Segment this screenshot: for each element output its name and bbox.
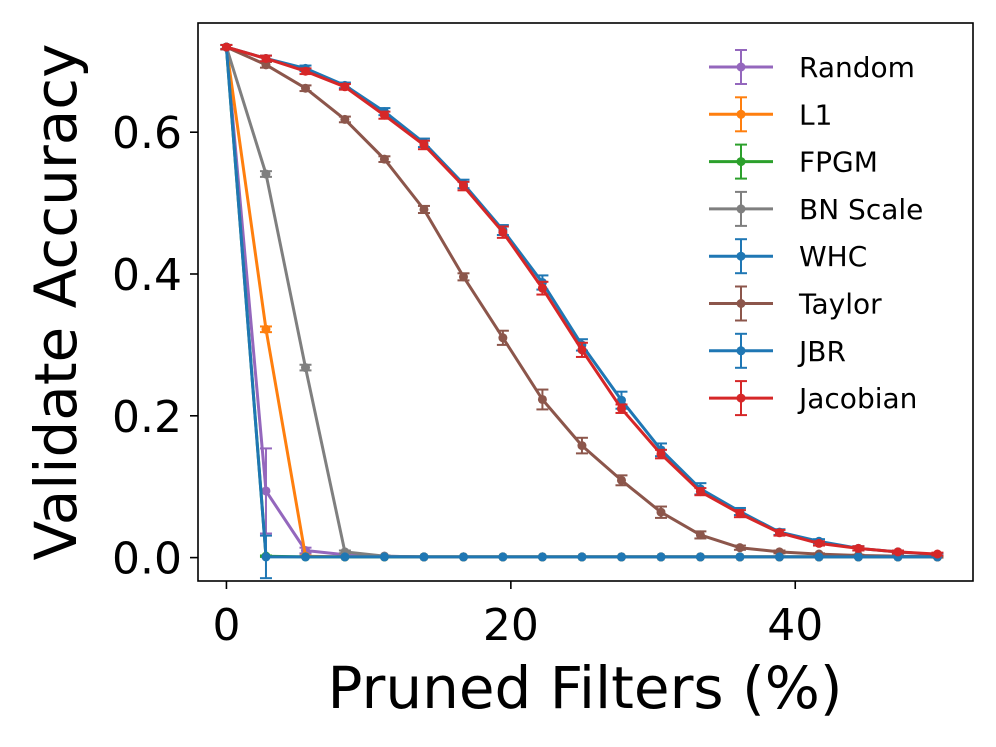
axis-ticks: 0 20 40 0.0 0.2 0.4 0.6 xyxy=(112,108,823,651)
legend-item-whc: WHC xyxy=(709,238,867,275)
legend-marker xyxy=(736,204,746,214)
data-point xyxy=(774,528,784,538)
data-point xyxy=(340,552,350,562)
legend-label: L1 xyxy=(799,98,832,131)
legend-item-jbr: JBR xyxy=(709,332,846,369)
data-point xyxy=(379,552,389,562)
data-point xyxy=(301,66,311,76)
data-point xyxy=(379,154,389,164)
legend-label: BN Scale xyxy=(799,193,923,226)
legend-marker xyxy=(736,346,746,356)
data-point xyxy=(735,552,745,562)
legend-item-jacobian: Jacobian xyxy=(709,380,917,417)
data-point xyxy=(656,507,666,517)
legend-item-bn-scale: BN Scale xyxy=(709,190,923,227)
legend-marker xyxy=(736,393,746,403)
data-point xyxy=(379,110,389,120)
data-point xyxy=(498,333,508,343)
data-point xyxy=(458,272,468,282)
data-point xyxy=(340,114,350,124)
plot-area-frame xyxy=(197,22,974,582)
x-axis-title: Pruned Filters (%) xyxy=(328,654,843,722)
data-point xyxy=(616,395,626,405)
x-tick-label: 20 xyxy=(483,600,539,651)
legend-label: Taylor xyxy=(798,288,882,321)
legend-marker xyxy=(736,62,746,72)
data-point xyxy=(419,140,429,150)
series-jacobian xyxy=(220,42,944,559)
y-tick-label: 0.2 xyxy=(112,392,182,443)
data-point xyxy=(498,227,508,237)
data-point xyxy=(695,487,705,497)
y-tick-label: 0.6 xyxy=(112,108,182,159)
data-point xyxy=(774,552,784,562)
series-jbr xyxy=(220,42,942,580)
data-point xyxy=(695,530,705,540)
series-layer xyxy=(220,42,944,580)
data-point xyxy=(340,82,350,92)
data-point xyxy=(814,538,824,548)
legend-label: FPGM xyxy=(799,146,878,179)
data-point xyxy=(419,552,429,562)
data-point xyxy=(261,169,271,179)
data-point xyxy=(656,552,666,562)
data-point xyxy=(853,552,863,562)
legend-marker xyxy=(736,109,746,119)
data-point xyxy=(577,552,587,562)
data-point xyxy=(814,552,824,562)
legend-label: Random xyxy=(799,51,915,84)
data-point xyxy=(261,552,271,562)
legend: Random L1 FPGM BN Scale WHC Taylor JBR Jacobian xyxy=(709,49,923,417)
data-point xyxy=(537,552,547,562)
data-point xyxy=(498,552,508,562)
legend-marker xyxy=(736,157,746,167)
data-point xyxy=(735,543,745,553)
data-point xyxy=(537,283,547,293)
data-point xyxy=(261,53,271,63)
legend-item-l1: L1 xyxy=(709,96,832,133)
data-point xyxy=(616,552,626,562)
data-point xyxy=(261,60,271,70)
data-point xyxy=(301,363,311,373)
data-point xyxy=(616,475,626,485)
legend-label: WHC xyxy=(799,240,867,273)
data-point xyxy=(853,543,863,553)
data-point xyxy=(458,552,468,562)
legend-marker xyxy=(736,251,746,261)
y-tick-label: 0.0 xyxy=(112,534,182,585)
data-point xyxy=(537,394,547,404)
legend-item-fpgm: FPGM xyxy=(709,143,878,180)
x-tick-label: 0 xyxy=(212,600,240,651)
data-point xyxy=(261,324,271,334)
data-point xyxy=(301,552,311,562)
data-point xyxy=(893,547,903,557)
data-point xyxy=(458,181,468,191)
legend-label: JBR xyxy=(797,335,846,368)
data-point xyxy=(932,549,942,559)
data-point xyxy=(616,404,626,414)
x-tick-label: 40 xyxy=(767,600,823,651)
y-axis-title: Validate Accuracy xyxy=(22,44,90,561)
data-point xyxy=(221,42,231,52)
data-point xyxy=(735,509,745,519)
legend-item-random: Random xyxy=(709,49,915,85)
data-point xyxy=(656,449,666,459)
data-point xyxy=(419,204,429,214)
legend-item-taylor: Taylor xyxy=(709,285,882,322)
legend-marker xyxy=(736,299,746,308)
data-point xyxy=(577,441,587,451)
legend-label: Jacobian xyxy=(797,382,917,415)
data-point xyxy=(695,552,705,562)
data-point xyxy=(301,83,311,93)
data-point xyxy=(577,345,587,355)
y-tick-label: 0.4 xyxy=(112,250,182,301)
data-point xyxy=(261,486,271,496)
